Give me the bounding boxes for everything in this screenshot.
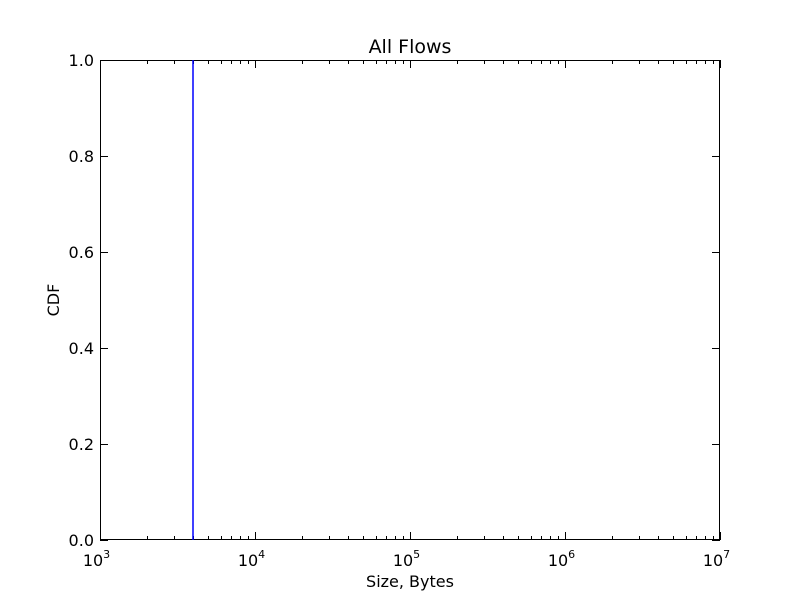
x-tick-label-base: 10 — [238, 551, 258, 570]
x-tick-label: 106 — [548, 548, 575, 570]
x-tick-label: 103 — [83, 548, 110, 570]
x-tick-label-base: 10 — [548, 551, 568, 570]
x-tick-label: 107 — [703, 548, 730, 570]
x-axis-label: Size, Bytes — [366, 572, 454, 591]
x-tick-label: 104 — [238, 548, 265, 570]
y-tick-label: 0.2 — [69, 435, 94, 454]
y-axis-ticks: 0.0 0.2 0.4 0.6 0.8 1.0 — [69, 51, 720, 550]
x-tick-label-exponent: 6 — [568, 548, 575, 561]
x-tick-label-exponent: 3 — [103, 548, 110, 561]
x-tick-label-base: 10 — [703, 551, 723, 570]
chart-title: All Flows — [369, 36, 452, 58]
x-tick-label-exponent: 7 — [723, 548, 730, 561]
y-axis-label: CDF — [44, 284, 63, 317]
x-tick-label-exponent: 4 — [258, 548, 265, 561]
x-tick-label: 105 — [393, 548, 420, 570]
y-tick-label: 0.0 — [69, 531, 94, 550]
y-tick-label: 0.4 — [69, 339, 94, 358]
x-tick-label-base: 10 — [393, 551, 413, 570]
y-tick-label: 0.6 — [69, 243, 94, 262]
x-tick-label-exponent: 5 — [413, 548, 420, 561]
y-tick-label: 1.0 — [69, 51, 94, 70]
x-tick-label-base: 10 — [83, 551, 103, 570]
x-axis-ticks: 103 104 105 106 107 — [83, 60, 730, 570]
y-tick-label: 0.8 — [69, 147, 94, 166]
